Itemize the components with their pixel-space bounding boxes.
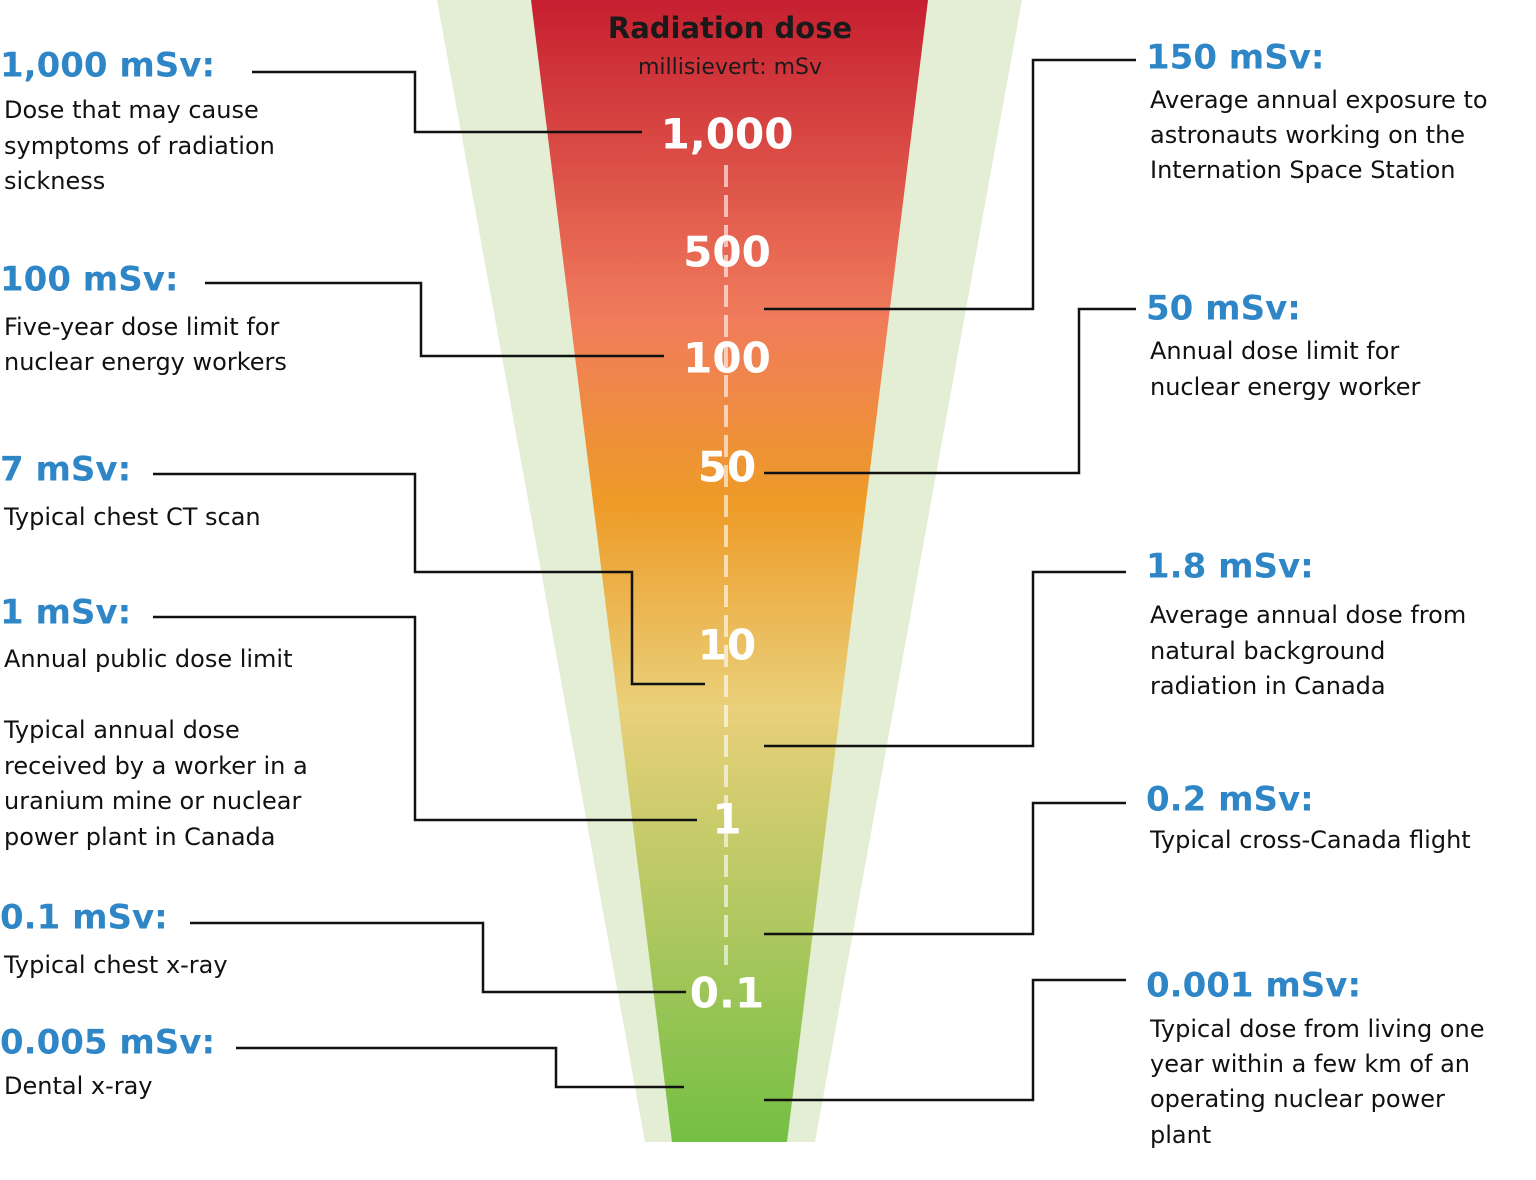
dose-description: Annual public dose limit	[4, 645, 293, 673]
dose-heading: 0.001 mSv:	[1146, 966, 1361, 1006]
dose-description: received by a worker in a	[4, 752, 308, 780]
dose-description: Five-year dose limit for	[4, 313, 279, 341]
connector	[764, 58, 1136, 311]
connector	[153, 472, 705, 686]
dose-description: power plant in Canada	[4, 823, 276, 851]
dose-description: Annual dose limit for	[1150, 337, 1399, 365]
connector	[764, 307, 1136, 475]
dose-description: Typical annual dose	[3, 716, 240, 744]
subtitle: millisievert: mSv	[638, 55, 822, 80]
dose-heading: 0.2 mSv:	[1146, 780, 1314, 820]
dose-description: Typical cross-Canada flight	[1149, 826, 1471, 854]
dose-description: nuclear energy workers	[4, 348, 287, 376]
scale-label: 50	[698, 443, 756, 492]
dose-heading: 100 mSv:	[0, 260, 178, 300]
scale-label: 500	[683, 228, 771, 277]
dose-description: Typical chest x-ray	[3, 951, 228, 979]
dose-description: Typical dose from living one	[1149, 1015, 1484, 1043]
dose-description: astronauts working on the	[1150, 121, 1465, 149]
connector	[236, 1046, 684, 1089]
connector	[153, 615, 697, 822]
connector	[205, 281, 664, 358]
connector	[764, 801, 1126, 936]
connector	[252, 70, 642, 134]
dose-heading: 0.005 mSv:	[0, 1023, 215, 1063]
connector	[190, 921, 686, 994]
dose-heading: 150 mSv:	[1146, 38, 1324, 78]
scale-label: 100	[683, 334, 771, 383]
dose-heading: 50 mSv:	[1146, 289, 1301, 329]
dose-description: year within a few km of an	[1150, 1050, 1470, 1078]
title: Radiation dose	[608, 11, 852, 45]
dose-funnel	[531, 0, 928, 1142]
dose-heading: 1 mSv:	[0, 593, 131, 633]
dose-description: Average annual dose from	[1150, 601, 1466, 629]
dose-description: Dental x-ray	[4, 1072, 153, 1100]
dose-description: symptoms of radiation	[4, 132, 275, 160]
connector	[764, 570, 1126, 748]
dose-heading: 0.1 mSv:	[0, 898, 168, 938]
scale-label: 0.1	[690, 969, 764, 1018]
dose-heading: 1.8 mSv:	[1146, 547, 1314, 587]
dose-description: sickness	[4, 167, 105, 195]
connector	[764, 978, 1126, 1102]
dose-description: Typical chest CT scan	[3, 503, 261, 531]
dose-description: Average annual exposure to	[1150, 86, 1488, 114]
dose-description: operating nuclear power	[1150, 1085, 1445, 1113]
dose-description: Dose that may cause	[4, 96, 259, 124]
dose-heading: 7 mSv:	[0, 450, 131, 490]
scale-label: 10	[698, 621, 756, 670]
dose-heading: 1,000 mSv:	[0, 46, 215, 86]
connectors	[153, 58, 1136, 1102]
dose-description: radiation in Canada	[1150, 672, 1386, 700]
scale-label: 1	[712, 795, 741, 844]
dose-description: plant	[1150, 1121, 1211, 1149]
dose-description: uranium mine or nuclear	[4, 787, 301, 815]
dose-description: Internation Space Station	[1150, 156, 1456, 184]
scale-label: 1,000	[661, 110, 794, 159]
dose-description: nuclear energy worker	[1150, 373, 1420, 401]
dose-description: natural background	[1150, 637, 1385, 665]
